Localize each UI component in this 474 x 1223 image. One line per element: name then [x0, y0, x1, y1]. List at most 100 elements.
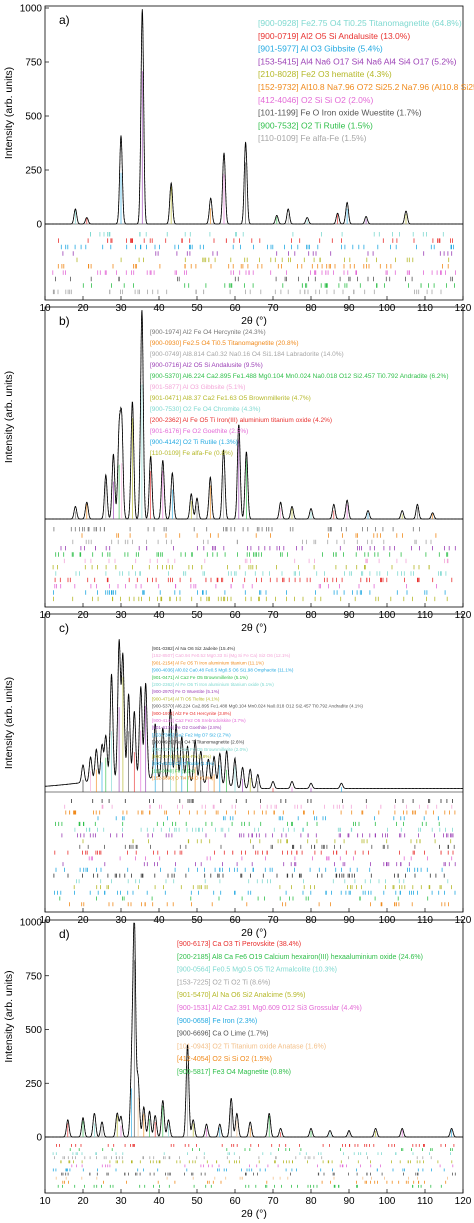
legend-entry: [900-0928] Fe2.75 O4 Ti0.25 Titanomagnet… — [258, 18, 462, 28]
legend-entry: [900-1974] Al2 Fe O4 Hercynite (3.8%) — [152, 711, 232, 716]
reflection-markers-row — [52, 565, 430, 570]
x-tick-label: 110 — [417, 303, 433, 314]
reflection-markers-row — [69, 902, 449, 907]
reflection-markers-row — [54, 890, 456, 895]
legend-entry: [901-0382] Al Na O6 Si2 Jadeite (15.4%) — [152, 646, 235, 651]
x-tick-label: 70 — [267, 303, 279, 314]
y-tick-label: 500 — [25, 1025, 42, 1036]
x-tick-label: 60 — [229, 915, 241, 926]
panel-label: d) — [59, 927, 70, 941]
reflection-markers-row — [63, 558, 449, 564]
x-tick-label: 90 — [343, 303, 355, 314]
legend-entry: [901-5877] Al O3 Gibbsite (5.1%) — [150, 384, 245, 391]
legend-entry: [412-4046] O2 Si Si O2 (2.0%) — [258, 95, 373, 105]
reflection-markers-row — [76, 257, 450, 263]
x-tick-label: 50 — [191, 915, 203, 926]
plot-frame — [44, 5, 464, 301]
x-tick-label: 50 — [191, 610, 203, 621]
reflection-markers-row — [60, 546, 456, 551]
legend-entry: [101-1199] Fe O Iron oxide Wuestite (1.7… — [258, 108, 422, 118]
y-tick-label: 0 — [36, 220, 42, 231]
reflection-markers-row — [59, 896, 429, 901]
x-tick-label: 30 — [115, 1196, 127, 1207]
reflection-markers-row — [81, 533, 437, 538]
reflection-markers-row — [72, 539, 432, 545]
plot-frame — [44, 919, 464, 1194]
legend-entry: [901-5470] Al Na O6 Si2 Analcime (5.9%) — [177, 992, 305, 999]
y-tick-label: 250 — [25, 1079, 42, 1090]
x-tick-label: 100 — [379, 915, 396, 926]
legend-entry: [900-0564] Fe0.5 Mg0.5 O5 Ti2 Armalcolit… — [177, 967, 337, 974]
reflection-markers-row — [90, 232, 444, 237]
x-tick-label: 40 — [153, 1196, 165, 1207]
legend-entry: [901-5977] Al O3 Gibbsite (5.4%) — [258, 44, 383, 54]
reflection-markers-row — [55, 821, 440, 826]
legend-entry: [900-5817] Fe3 O4 Magnetite (0.8%) — [177, 1069, 291, 1076]
x-tick-label: 110 — [417, 915, 433, 926]
reflection-markers-row — [57, 264, 449, 269]
reflection-markers-row — [53, 590, 446, 595]
reflection-markers-row — [57, 1184, 442, 1188]
legend-entry: [900-2970] Fe O Wuestite (5.1%) — [152, 689, 220, 694]
reflection-markers-row — [60, 244, 454, 250]
x-tick-label: 70 — [267, 610, 279, 621]
legend-entry: [153-7305] Ca2 Fe2 Mg O7 Si2 (2.7%) — [152, 732, 231, 737]
x-tick-label: 110 — [417, 610, 433, 621]
observed-profile — [45, 310, 463, 520]
x-tick-label: 20 — [77, 303, 89, 314]
y-tick-label: 0 — [36, 1133, 42, 1144]
legend-entry: [900-0719] Al2 O5 Si Andalusite (13.0%) — [258, 31, 410, 41]
reflection-markers-row — [52, 270, 456, 275]
reflection-markers-row — [60, 1160, 453, 1164]
panel-label: c) — [59, 621, 69, 635]
legend-entry: [200-2362] Al Fe O5 Ti Iron aluminium ti… — [152, 682, 274, 687]
x-tick-label: 80 — [305, 1196, 317, 1207]
y-axis-title: Intensity (arb. units) — [3, 677, 15, 769]
reflection-markers-row — [53, 596, 448, 602]
reflection-markers-row — [69, 1148, 453, 1151]
panel-label: a) — [59, 13, 70, 27]
legend-entry: [412-4054] O2 Si Si O2 (1.5%) — [177, 1056, 272, 1063]
reflection-markers-row — [97, 816, 439, 821]
x-axis-title: 2θ (°) — [241, 622, 267, 634]
y-tick-label: 750 — [25, 58, 42, 69]
legend-entry: [900-6696] Ca O Lime (1.7%) — [177, 1031, 268, 1038]
legend-entry: [901-0471] Al Ca2 Fe O5 Brownmillerite (… — [152, 675, 248, 680]
legend-entry: [901-6176] Fe O2 Goethite (2.5%) — [150, 428, 248, 435]
legend-entry: [900-4036] Al0.02 Ca0.48 Fe0.5 Mg0.5 O6 … — [152, 668, 294, 673]
legend-entry: [153-5415] Al4 Na6 O17 Si4 Na6 Al4 Si4 O… — [258, 56, 457, 66]
legend-entry: [900-0658] Fe Iron (2.3%) — [177, 1018, 257, 1025]
x-tick-label: 100 — [379, 1196, 396, 1207]
plot-frame — [44, 306, 464, 608]
y-axis-title: Intensity (arb. units) — [3, 970, 15, 1062]
x-tick-label: 100 — [379, 303, 396, 314]
x-tick-label: 40 — [153, 915, 165, 926]
x-tick-label: 120 — [455, 1196, 472, 1207]
reflection-markers-row — [88, 856, 453, 861]
legend-entry: [900-1974] Fe alfa-Fe (1.8%) — [152, 754, 211, 759]
x-tick-label: 10 — [39, 1196, 51, 1207]
x-tick-label: 50 — [191, 303, 203, 314]
reflection-markers-row — [53, 527, 420, 532]
legend-entry: [900-0929] Fe2 O4 Ti Titanomagnetite (2.… — [152, 740, 245, 745]
panel-d: 10 20 30 40 50 60 70 80 90 100 110 120 0 250 500 750 100… — [3, 918, 472, 1221]
legend-entry: [900-7532] O2 Ti Rutile (1.5%) — [258, 120, 373, 130]
legend-entry: [900-5370] Al6.224 Ca2.895 Fe1.488 Mg0.1… — [152, 704, 363, 709]
reflection-markers-row — [56, 1144, 455, 1147]
legend-entry: [152-6690] O Ti4 Ti4 O (0.8%) — [152, 776, 214, 781]
y-tick-label: 250 — [25, 166, 42, 177]
reflection-markers-row — [55, 552, 449, 557]
legend-entry: [101-0943] O2 Ti Titanium oxide Anatase … — [177, 1043, 326, 1050]
reflection-markers-row — [64, 804, 453, 809]
y-tick-label: 750 — [25, 971, 42, 982]
x-tick-label: 60 — [229, 610, 241, 621]
x-tick-label: 60 — [229, 1196, 241, 1207]
legend-entry: [900-7530] O2 Fe O4 Chromite (4.3%) — [150, 406, 261, 413]
legend-entry: [153-7225] O2 Ti O2 Ti (8.6%) — [177, 979, 270, 986]
x-tick-label: 20 — [77, 1196, 89, 1207]
reflection-markers-row — [52, 1152, 451, 1155]
legend-entry: [900-4142] O2 Ti Rutile (1.3%) — [150, 439, 238, 446]
legend-entry: [110-0040] Fe (1.0%) — [152, 768, 196, 773]
reflection-markers-row — [73, 885, 452, 890]
x-tick-label: 100 — [379, 610, 396, 621]
